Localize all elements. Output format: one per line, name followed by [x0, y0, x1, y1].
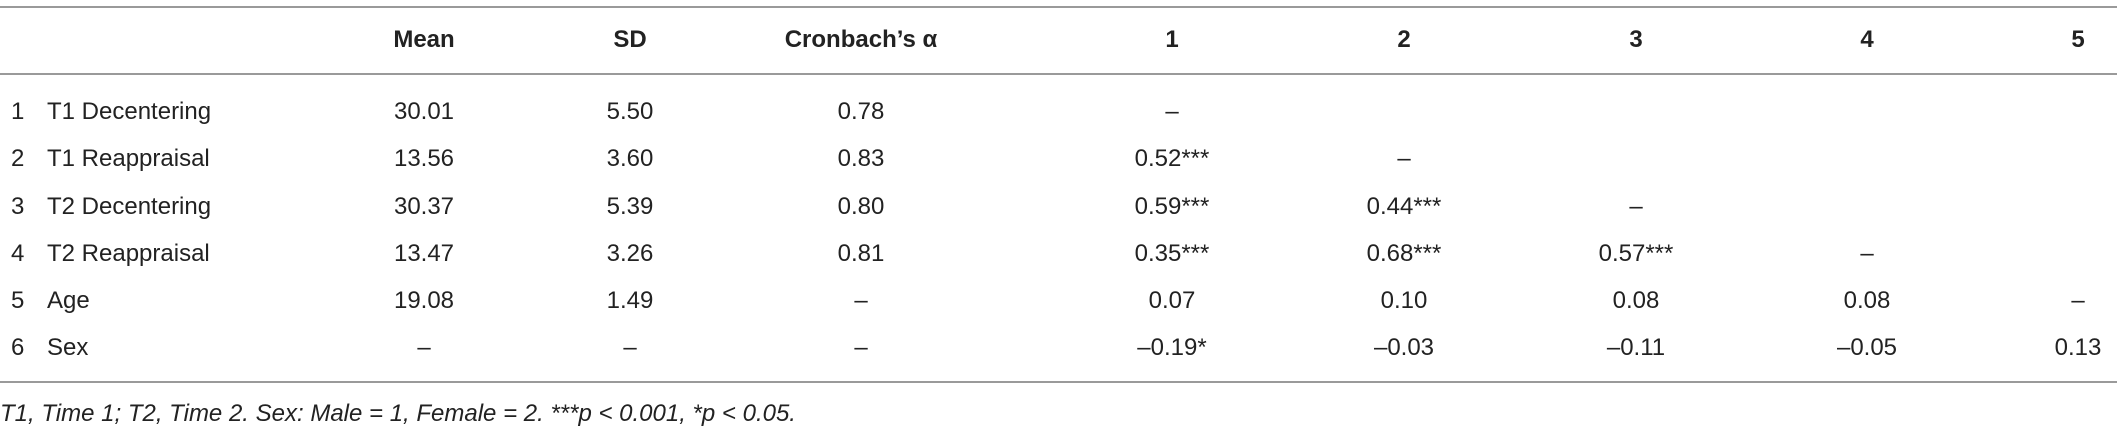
row-label: T1 Reappraisal — [47, 145, 210, 172]
table-cell: 1.49 — [606, 287, 654, 314]
table-cell: 0.81 — [837, 240, 885, 267]
table-cell: –0.05 — [1836, 334, 1898, 361]
row-label: Sex — [47, 334, 89, 361]
table-cell: –0.11 — [1606, 334, 1666, 361]
table-cell: 0.80 — [837, 193, 885, 220]
table-cell: 0.57*** — [1598, 240, 1674, 267]
row-number: 3 — [11, 193, 25, 220]
row-number: 2 — [11, 145, 25, 172]
table-cell: 0.10 — [1380, 287, 1428, 314]
table-cell: 0.35*** — [1134, 240, 1210, 267]
top-rule — [0, 6, 2117, 8]
table-cell: 0.83 — [837, 145, 885, 172]
row-label: Age — [47, 287, 90, 314]
table-cell: – — [417, 334, 431, 361]
table-cell: 13.47 — [393, 240, 455, 267]
table-cell: 5.39 — [606, 193, 654, 220]
table-cell: – — [2071, 287, 2085, 314]
table-cell: 30.37 — [393, 193, 455, 220]
column-header: Cronbach’s α — [784, 26, 938, 53]
table-cell: 5.50 — [606, 98, 654, 125]
column-header: Mean — [393, 26, 455, 53]
table-cell: – — [854, 334, 868, 361]
table-cell: – — [623, 334, 637, 361]
table-cell: 0.68*** — [1366, 240, 1442, 267]
row-number: 4 — [11, 240, 25, 267]
table-cell: 19.08 — [393, 287, 455, 314]
column-header: 2 — [1397, 26, 1411, 53]
table-cell: 0.78 — [837, 98, 885, 125]
table-cell: 13.56 — [393, 145, 455, 172]
table-cell: 0.13 — [2054, 334, 2102, 361]
table-cell: –0.03 — [1373, 334, 1435, 361]
table-cell: 3.26 — [606, 240, 654, 267]
column-header: SD — [613, 26, 647, 53]
table-cell: 0.08 — [1843, 287, 1891, 314]
table-cell: – — [854, 287, 868, 314]
table-cell: 0.59*** — [1134, 193, 1210, 220]
row-label: T1 Decentering — [47, 98, 212, 125]
table-cell: – — [1165, 98, 1179, 125]
table-cell: – — [1629, 193, 1643, 220]
table-cell: 0.44*** — [1366, 193, 1442, 220]
table-cell: 0.52*** — [1134, 145, 1210, 172]
table-cell: –0.19* — [1137, 334, 1207, 361]
table-cell: 3.60 — [606, 145, 654, 172]
footnote: T1, Time 1; T2, Time 2. Sex: Male = 1, F… — [0, 400, 796, 427]
row-number: 6 — [11, 334, 25, 361]
column-header: 3 — [1629, 26, 1643, 53]
table-cell: 0.08 — [1612, 287, 1660, 314]
table-cell: – — [1397, 145, 1411, 172]
row-label: T2 Decentering — [47, 193, 212, 220]
header-rule — [0, 73, 2117, 75]
row-label: T2 Reappraisal — [47, 240, 210, 267]
column-header: 1 — [1165, 26, 1179, 53]
column-header: 5 — [2071, 26, 2085, 53]
bottom-rule — [0, 381, 2117, 383]
table-cell: 0.07 — [1148, 287, 1196, 314]
row-number: 5 — [11, 287, 25, 314]
table-cell: 30.01 — [393, 98, 455, 125]
column-header: 4 — [1860, 26, 1874, 53]
table-cell: – — [1860, 240, 1874, 267]
row-number: 1 — [11, 98, 25, 125]
